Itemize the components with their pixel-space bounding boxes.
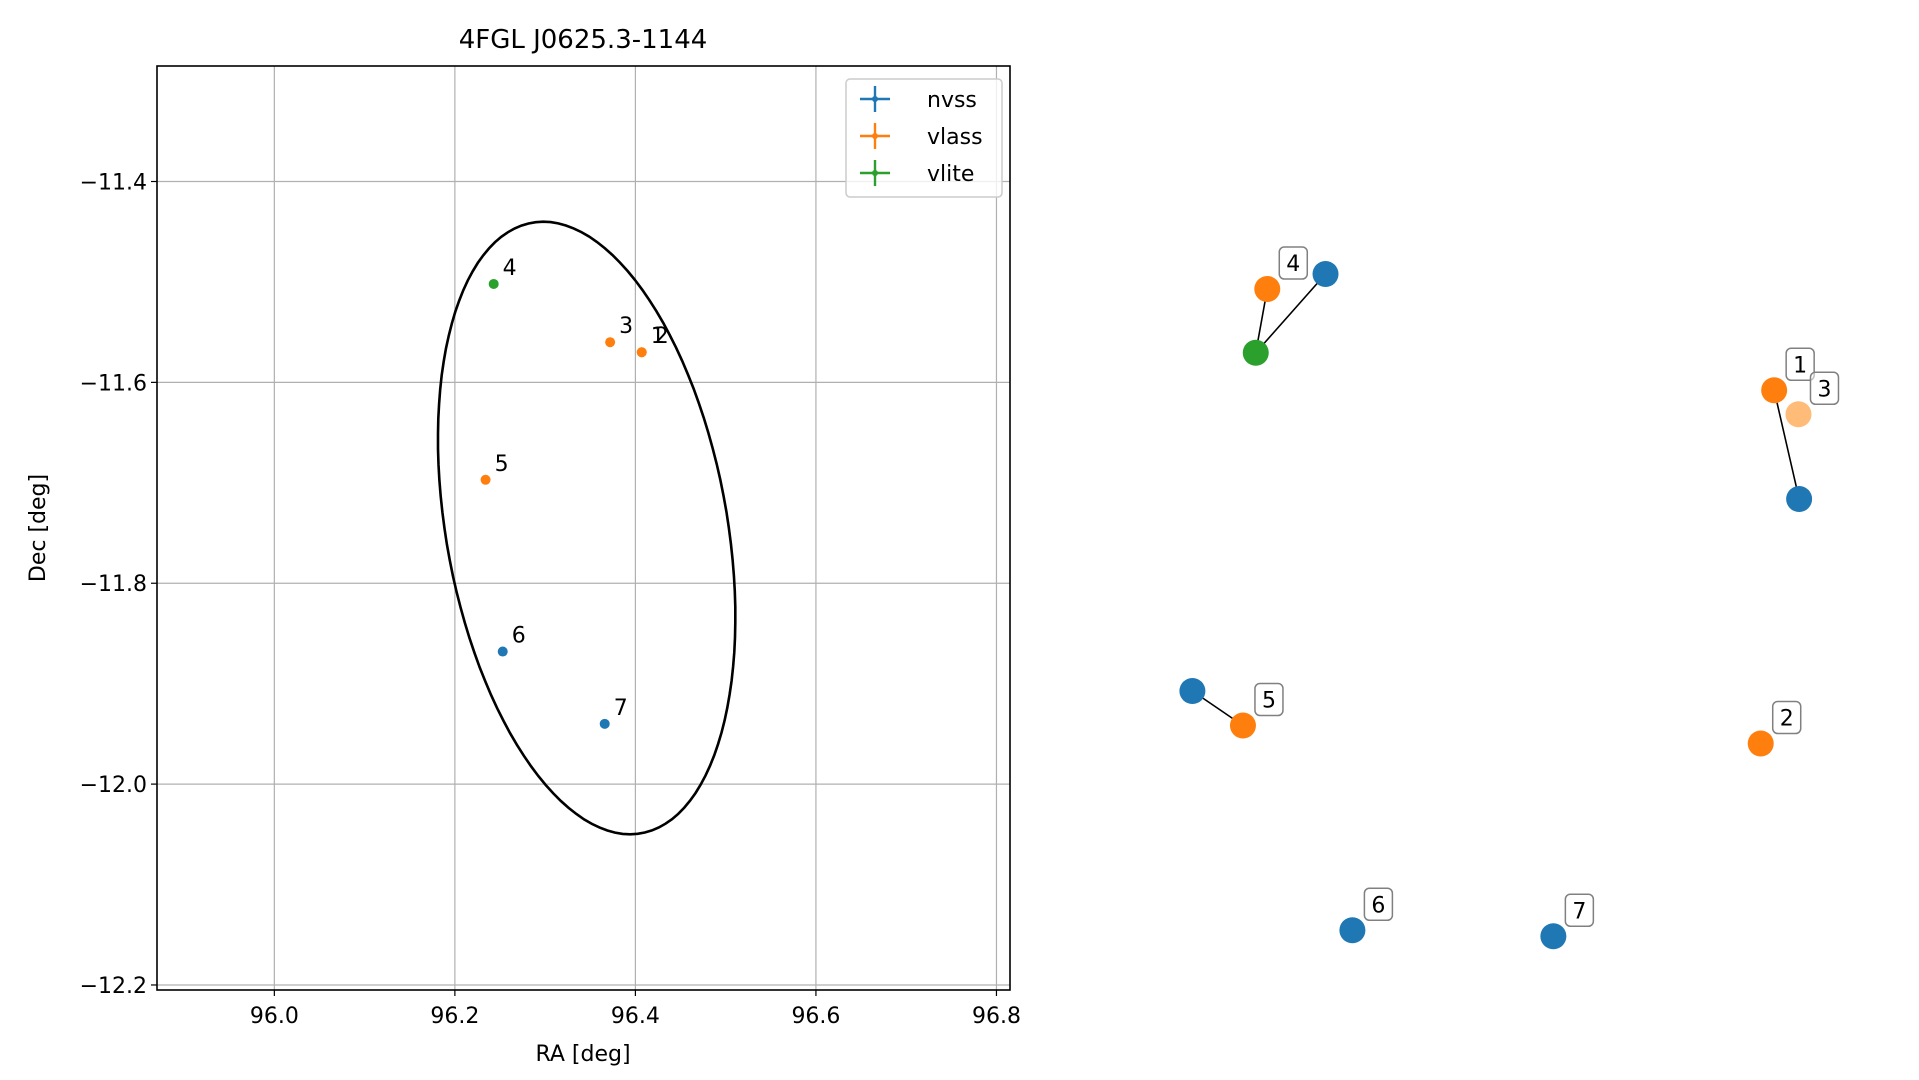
graph-node-vlass [1229,712,1256,739]
graph-node-vlass [1254,276,1281,302]
graph-edge [1255,273,1327,354]
legend-frame [845,78,1003,198]
graph-node-label-box [1254,682,1284,717]
graph-node-label: 2 [1780,707,1794,732]
source-point-vlass [480,474,491,485]
ellipse-outline [436,220,737,836]
graph-node-vlass [1747,730,1774,757]
y-tick-label: −11.4 [80,171,147,196]
y-tick-label: −11.6 [80,371,147,396]
legend-marker-nvss [872,96,878,102]
legend-marker-vlass [872,133,878,139]
crossmatch-graph-panel: 4 13 5 2 6 7 [1179,246,1840,950]
legend-label-vlass: vlass [927,125,983,150]
y-tick-label: −11.8 [80,572,147,597]
legend: nvss vlass vlite [845,78,1003,198]
axis-ticks: 96.0 96.2 96.4 96.6 96.8 −11.4 −11.6 −11.8 −12.0… [80,171,1021,1030]
source-label: 7 [614,696,628,721]
graph-node-label-box [1785,347,1815,381]
graph-node-vlite [1242,339,1269,366]
x-axis-label: RA [deg] [535,1042,630,1067]
x-tick-label: 96.8 [972,1004,1021,1029]
graph-node-label-box [1771,700,1802,735]
graph-node-vlass [1761,377,1788,404]
sky-map-panel: 6 7 3 12 5 4 96.0 96.2 96.4 96.6 96.8 −11.4 −11.6 −1… [26,25,1021,1067]
x-tick-label: 96.2 [430,1004,479,1029]
graph-node-label-box [1564,893,1595,927]
graph-node-nvss [1179,678,1206,704]
graph-edges [1191,273,1800,727]
source-point-nvss [599,718,610,729]
graph-node-labels: 4 13 5 2 6 7 [1254,246,1840,927]
source-label: 6 [512,624,526,649]
source-label: 4 [503,256,517,281]
graph-node-nvss [1786,486,1813,512]
grid [157,66,1010,990]
legend-label-vlite: vlite [927,162,974,187]
legend-marker-vlite [872,170,878,176]
source-point-vlass [605,337,616,348]
source-label: 3 [619,314,633,339]
graph-node-label-box [1363,887,1394,921]
source-markers: 6 7 3 12 5 4 [480,256,669,729]
source-point-vlass [636,347,647,358]
x-tick-label: 96.6 [791,1004,840,1029]
source-label: 5 [495,452,509,477]
y-tick-label: −12.0 [80,773,147,798]
graph-node-label: 4 [1286,252,1300,277]
graph-node-nvss [1339,917,1366,944]
graph-node-label: 3 [1817,377,1831,402]
source-point-vlite [488,278,499,289]
graph-node-nvss [1540,923,1567,950]
source-label: 1 [651,324,665,349]
legend-label-nvss: nvss [927,88,977,113]
graph-edge [1773,390,1800,500]
x-tick-label: 96.4 [611,1004,660,1029]
x-tick-label: 96.0 [250,1004,299,1029]
graph-nodes [1179,261,1813,950]
source-point-nvss [497,646,508,657]
graph-node-label-box [1278,246,1309,280]
graph-node-label: 6 [1371,893,1385,918]
source-label: 2 [655,324,669,349]
graph-node-nvss [1312,261,1339,287]
y-axis-label: Dec [deg] [26,474,51,582]
localization-ellipse [436,220,737,836]
chart-title: 4FGL J0625.3-1144 [459,25,708,55]
graph-node-label-box [1809,371,1840,405]
graph-node-label: 5 [1262,689,1276,714]
axes-frame [156,65,1011,991]
y-tick-label: −12.2 [80,974,147,999]
graph-node-vlass [1785,401,1812,428]
graph-node-label: 7 [1572,899,1586,924]
graph-node-label: 1 [1793,353,1807,378]
